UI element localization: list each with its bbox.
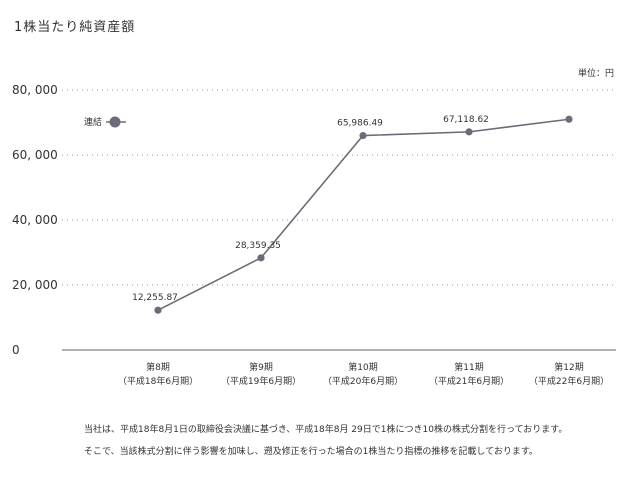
y-tick-label: 60, 000	[12, 148, 58, 162]
footnote-2: そこで、当該株式分割に伴う影響を加味し、遡及修正を行った場合の1株当たり指標の推…	[84, 447, 538, 457]
x-category-sublabel: （平成19年6月期）	[221, 375, 301, 387]
gridlines	[62, 89, 616, 351]
x-category-sublabel: （平成18年6月期）	[118, 375, 198, 387]
data-point	[359, 131, 367, 140]
data-point	[465, 128, 473, 136]
y-tick-label: 80, 000	[12, 83, 58, 97]
legend: 連結	[84, 116, 126, 128]
data-label: 28,359.35	[235, 241, 281, 251]
data-point	[257, 254, 265, 262]
x-axis-categories: 第8期 （平成18年6月期） 第9期 （平成19年6月期） 第10期 （平成20年6月期）…	[118, 361, 609, 387]
x-category-sublabel: （平成21年6月期）	[429, 375, 509, 387]
x-category-label: 第9期	[249, 361, 273, 373]
x-category-sublabel: （平成22年6月期）	[529, 375, 609, 387]
series-line	[157, 118, 570, 311]
data-point	[565, 115, 573, 123]
data-label: 12,255.87	[132, 293, 178, 303]
x-category-sublabel: （平成20年6月期）	[323, 375, 403, 387]
data-label: 65,986.49	[337, 119, 383, 129]
x-category-label: 第10期	[348, 361, 377, 373]
y-axis-ticks: 0 20, 000 40, 000 60, 000 80, 000	[12, 83, 58, 357]
data-label: 67,118.62	[443, 115, 489, 125]
data-point	[154, 306, 162, 314]
x-category-label: 第11期	[454, 361, 483, 373]
legend-label: 連結	[84, 116, 102, 128]
series-group: 12,255.87 28,359.35 65,986.49 67,118.62	[132, 115, 573, 314]
legend-marker	[109, 116, 121, 128]
footnote-1: 当社は、平成18年8月1日の取締役会決議に基づき、平成18年8月 29日で1株に…	[84, 425, 568, 435]
y-tick-label: 0	[12, 343, 20, 357]
x-category-label: 第12期	[554, 361, 583, 373]
x-category-label: 第8期	[146, 361, 170, 373]
y-tick-label: 40, 000	[12, 213, 58, 227]
unit-label: 単位：円	[577, 69, 614, 79]
y-tick-label: 20, 000	[12, 278, 58, 292]
chart-title: 1株当たり純資産額	[14, 20, 136, 35]
